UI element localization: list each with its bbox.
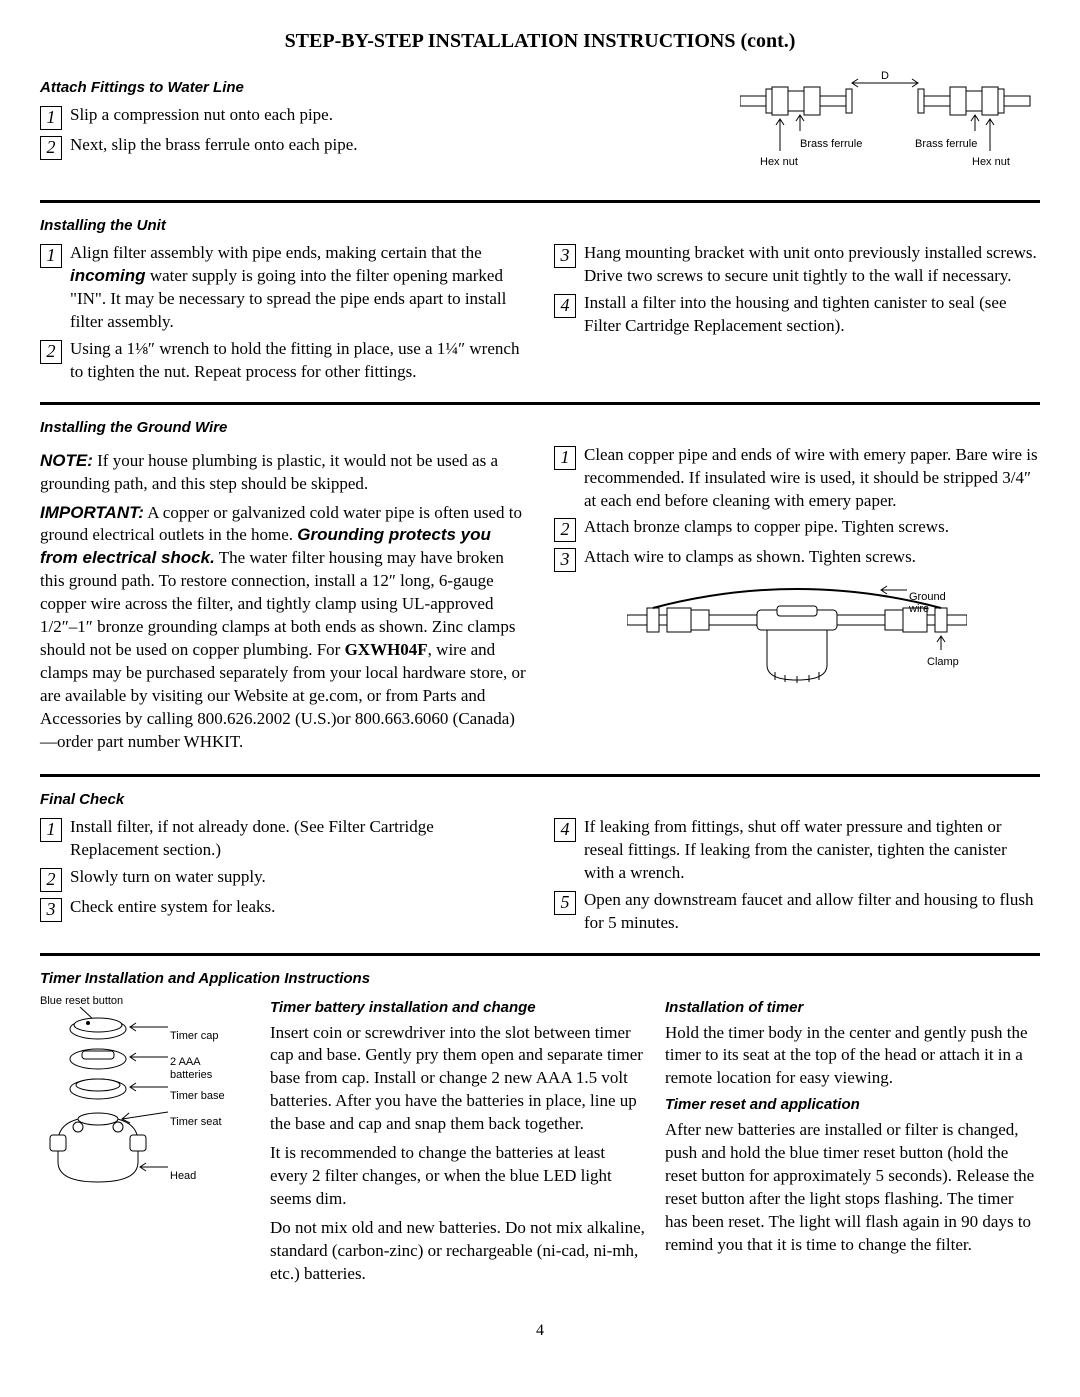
- heading-attach-fittings: Attach Fittings to Water Line: [40, 79, 720, 96]
- timer-diagram: Blue reset button: [40, 995, 250, 1292]
- step-number: 5: [554, 891, 576, 915]
- label-blue-reset: Blue reset button: [40, 995, 250, 1007]
- divider: [40, 200, 1040, 203]
- step-row: 2 Slowly turn on water supply.: [40, 866, 526, 892]
- label-ground-wire: Ground wire: [909, 591, 967, 615]
- step-text: Clean copper pipe and ends of wire with …: [584, 444, 1040, 513]
- step-text: If leaking from fittings, shut off water…: [584, 816, 1040, 885]
- label-hex-nut: Hex nut: [760, 156, 798, 168]
- step-text: Next, slip the brass ferrule onto each p…: [70, 134, 720, 157]
- divider: [40, 774, 1040, 777]
- paragraph: It is recommended to change the batterie…: [270, 1142, 645, 1211]
- label-head: Head: [170, 1170, 196, 1183]
- step-number: 2: [40, 136, 62, 160]
- step-number: 2: [40, 868, 62, 892]
- label-timer-base: Timer base: [170, 1090, 225, 1103]
- important-text: IMPORTANT: A copper or galvanized cold w…: [40, 502, 526, 754]
- step-row: 5 Open any downstream faucet and allow f…: [554, 889, 1040, 935]
- note-text: NOTE: If your house plumbing is plastic,…: [40, 450, 526, 496]
- step-text: Align filter assembly with pipe ends, ma…: [70, 242, 526, 334]
- heading-timer: Timer Installation and Application Instr…: [40, 970, 1040, 987]
- step-text: Attach wire to clamps as shown. Tighten …: [584, 546, 1040, 569]
- fittings-diagram: D Brass ferrule B: [740, 71, 1040, 186]
- heading-battery-install: Timer battery installation and change: [270, 999, 645, 1016]
- main-title: STEP-BY-STEP INSTALLATION INSTRUCTIONS (…: [40, 30, 1040, 53]
- timer-section: Blue reset button: [40, 995, 1040, 1292]
- paragraph: Insert coin or screwdriver into the slot…: [270, 1022, 645, 1137]
- label-d: D: [881, 71, 889, 82]
- step-text: Open any downstream faucet and allow fil…: [584, 889, 1040, 935]
- heading-installing-unit: Installing the Unit: [40, 217, 1040, 234]
- step-row: 3 Attach wire to clamps as shown. Tighte…: [554, 546, 1040, 572]
- label-timer-seat: Timer seat: [170, 1116, 222, 1129]
- step-row: 3 Hang mounting bracket with unit onto p…: [554, 242, 1040, 288]
- step-row: 2 Next, slip the brass ferrule onto each…: [40, 134, 720, 160]
- step-row: 1 Align filter assembly with pipe ends, …: [40, 242, 526, 334]
- step-row: 1 Slip a compression nut onto each pipe.: [40, 104, 720, 130]
- step-text: Install a filter into the housing and ti…: [584, 292, 1040, 338]
- step-row: 1 Install filter, if not already done. (…: [40, 816, 526, 862]
- step-number: 3: [40, 898, 62, 922]
- step-number: 1: [40, 818, 62, 842]
- page: STEP-BY-STEP INSTALLATION INSTRUCTIONS (…: [0, 0, 1080, 1370]
- step-number: 3: [554, 244, 576, 268]
- heading-final-check: Final Check: [40, 791, 1040, 808]
- step-number: 4: [554, 294, 576, 318]
- label-timer-cap: Timer cap: [170, 1030, 219, 1043]
- step-number: 1: [40, 106, 62, 130]
- step-number: 2: [40, 340, 62, 364]
- final-check-section: 1 Install filter, if not already done. (…: [40, 816, 1040, 939]
- paragraph: Do not mix old and new batteries. Do not…: [270, 1217, 645, 1286]
- paragraph: Hold the timer body in the center and ge…: [665, 1022, 1040, 1091]
- step-number: 4: [554, 818, 576, 842]
- heading-timer-reset: Timer reset and application: [665, 1096, 1040, 1113]
- step-text: Slowly turn on water supply.: [70, 866, 526, 889]
- step-text: Using a 1⅛″ wrench to hold the fitting i…: [70, 338, 526, 384]
- step-text: Slip a compression nut onto each pipe.: [70, 104, 720, 127]
- step-row: 1 Clean copper pipe and ends of wire wit…: [554, 444, 1040, 513]
- step-row: 4 Install a filter into the housing and …: [554, 292, 1040, 338]
- step-row: 4 If leaking from fittings, shut off wat…: [554, 816, 1040, 885]
- step-text: Install filter, if not already done. (Se…: [70, 816, 526, 862]
- step-number: 1: [554, 446, 576, 470]
- ground-wire-section: NOTE: If your house plumbing is plastic,…: [40, 444, 1040, 760]
- divider: [40, 402, 1040, 405]
- step-number: 2: [554, 518, 576, 542]
- step-row: 3 Check entire system for leaks.: [40, 896, 526, 922]
- step-row: 2 Using a 1⅛″ wrench to hold the fitting…: [40, 338, 526, 384]
- step-number: 3: [554, 548, 576, 572]
- label-brass-ferrule: Brass ferrule: [915, 138, 977, 150]
- label-batteries: 2 AAA batteries: [170, 1056, 240, 1082]
- page-number: 4: [40, 1322, 1040, 1340]
- step-text: Hang mounting bracket with unit onto pre…: [584, 242, 1040, 288]
- step-text: Check entire system for leaks.: [70, 896, 526, 919]
- heading-install-timer: Installation of timer: [665, 999, 1040, 1016]
- label-hex-nut: Hex nut: [972, 156, 1010, 168]
- step-number: 1: [40, 244, 62, 268]
- step-text: Attach bronze clamps to copper pipe. Tig…: [584, 516, 1040, 539]
- label-clamp: Clamp: [927, 656, 959, 668]
- divider: [40, 953, 1040, 956]
- label-brass-ferrule: Brass ferrule: [800, 138, 862, 150]
- heading-ground-wire: Installing the Ground Wire: [40, 419, 1040, 436]
- step-row: 2 Attach bronze clamps to copper pipe. T…: [554, 516, 1040, 542]
- installing-unit-section: 1 Align filter assembly with pipe ends, …: [40, 242, 1040, 388]
- attach-fittings-section: Attach Fittings to Water Line 1 Slip a c…: [40, 71, 1040, 186]
- paragraph: After new batteries are installed or fil…: [665, 1119, 1040, 1257]
- ground-wire-diagram: Ground wire Clamp: [627, 580, 967, 695]
